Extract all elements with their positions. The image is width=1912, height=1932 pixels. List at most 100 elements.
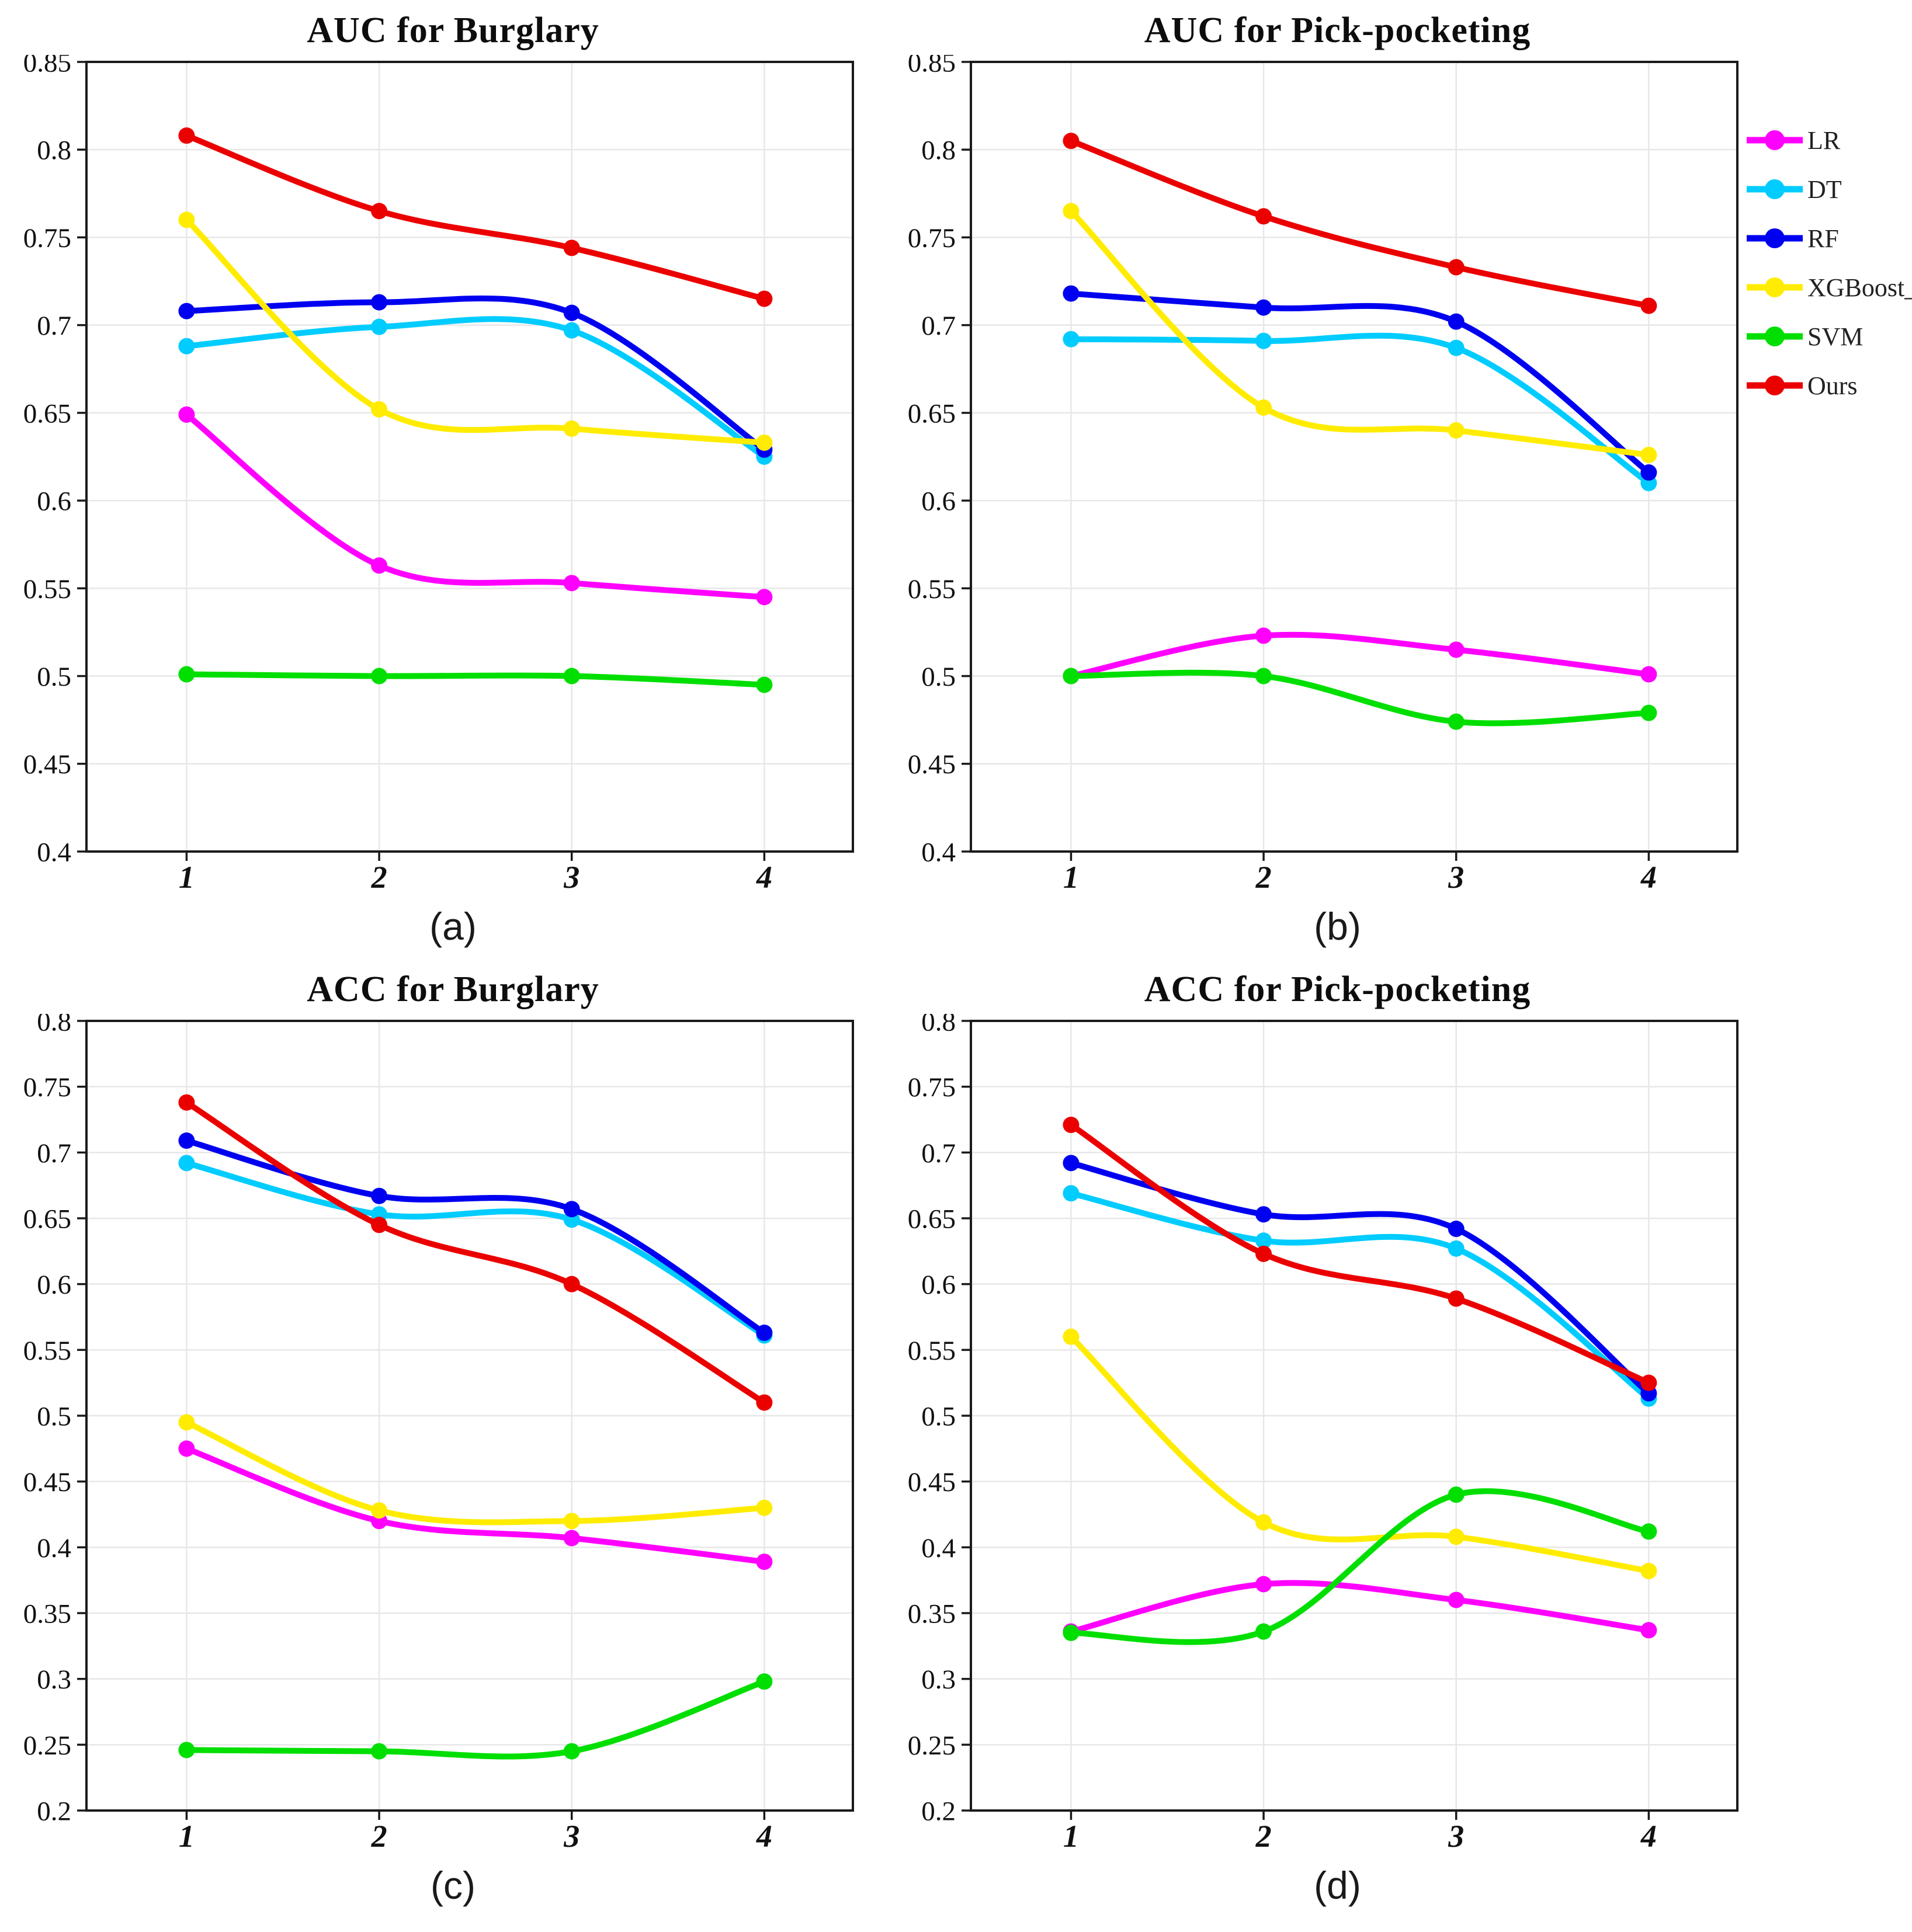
grid-lines bbox=[86, 62, 853, 852]
y-tick-label: 0.55 bbox=[23, 574, 71, 604]
chart-plot-auc-pickpocketing: 0.4 0.45 0.5 0.55 0.6 0.65 0.7 0.75 0.8 0.85 1 2 3 4 bbox=[908, 55, 1739, 895]
data-point-marker bbox=[1640, 446, 1657, 463]
series-line bbox=[183, 295, 768, 453]
series-lr bbox=[178, 1440, 773, 1570]
series-ours bbox=[1063, 133, 1657, 314]
data-point-marker bbox=[1448, 1528, 1465, 1545]
data-point-marker bbox=[1255, 208, 1272, 225]
y-tick-label: 0.8 bbox=[37, 135, 71, 166]
y-tick-label: 0.7 bbox=[921, 311, 956, 341]
y-tick-label: 0.8 bbox=[921, 1014, 956, 1037]
data-point-marker bbox=[1448, 713, 1465, 730]
chart-panel-auc-burglary: AUC for Burglary 0.4 0.45 0.5 0.55 0.6 0.65 0.… bbox=[16, 6, 890, 948]
legend-line-marker-icon bbox=[1747, 326, 1803, 346]
data-point-marker bbox=[178, 1155, 195, 1172]
data-point-marker bbox=[178, 303, 195, 319]
y-tick-label: 0.5 bbox=[37, 1401, 71, 1431]
y-tick-label: 0.45 bbox=[908, 1467, 956, 1497]
data-point-marker bbox=[563, 575, 580, 592]
legend-label: SVM bbox=[1807, 322, 1864, 351]
axis-tick-labels: 0.2 0.25 0.3 0.35 0.4 0.45 0.5 0.55 0.6 0.65 0.7 0.… bbox=[23, 1014, 772, 1854]
data-point-marker bbox=[1063, 1328, 1080, 1345]
series-svm bbox=[178, 1673, 773, 1760]
y-tick-label: 0.75 bbox=[23, 1072, 71, 1103]
y-tick-label: 0.4 bbox=[921, 837, 956, 867]
y-tick-label: 0.5 bbox=[921, 662, 956, 692]
chart-plot-acc-pickpocketing: 0.2 0.25 0.3 0.35 0.4 0.45 0.5 0.55 0.6 0.65 0.7 0.… bbox=[908, 1014, 1739, 1854]
x-tick-label: 4 bbox=[1640, 1819, 1657, 1854]
data-point-marker bbox=[1448, 1486, 1465, 1503]
series-rf bbox=[178, 294, 773, 458]
series-line bbox=[183, 1160, 768, 1339]
series-lr bbox=[1063, 1576, 1657, 1640]
legend-label: XGBoost_ bbox=[1807, 273, 1912, 302]
x-tick-label: 2 bbox=[1255, 1819, 1272, 1854]
y-tick-label: 0.65 bbox=[23, 398, 71, 429]
y-tick-label: 0.35 bbox=[23, 1599, 71, 1629]
data-point-marker bbox=[371, 294, 388, 311]
y-tick-label: 0.5 bbox=[37, 662, 71, 692]
series-line bbox=[183, 1419, 768, 1526]
y-tick-label: 0.45 bbox=[908, 749, 956, 780]
data-point-marker bbox=[1448, 1240, 1465, 1257]
chart-plot-auc-burglary: 0.4 0.45 0.5 0.55 0.6 0.65 0.7 0.75 0.8 0.85 1 2 3 4 bbox=[23, 55, 854, 895]
series-rf bbox=[1063, 285, 1657, 481]
legend-label: RF bbox=[1807, 224, 1839, 253]
legend-line-marker-icon bbox=[1747, 376, 1803, 395]
data-point-marker bbox=[371, 1217, 388, 1233]
axis-ticks bbox=[962, 1020, 1650, 1820]
y-tick-label: 0.55 bbox=[23, 1336, 71, 1366]
series-line bbox=[1068, 138, 1652, 309]
data-point-marker bbox=[1255, 1623, 1272, 1640]
y-tick-label: 0.4 bbox=[921, 1533, 956, 1563]
series-ours bbox=[178, 127, 773, 307]
x-tick-label: 4 bbox=[756, 1819, 772, 1854]
x-tick-label: 4 bbox=[756, 860, 772, 895]
chart-caption: (d) bbox=[1314, 1864, 1361, 1907]
series-line bbox=[1068, 631, 1652, 679]
x-tick-label: 2 bbox=[371, 860, 387, 895]
series-line bbox=[183, 217, 768, 446]
series-line bbox=[1068, 1488, 1652, 1645]
data-point-marker bbox=[1063, 1155, 1080, 1172]
grid-lines bbox=[971, 1021, 1737, 1811]
data-point-marker bbox=[371, 401, 388, 418]
series-line bbox=[1068, 1580, 1652, 1635]
data-point-marker bbox=[1063, 285, 1080, 302]
series-ours bbox=[1063, 1117, 1657, 1391]
y-tick-label: 0.5 bbox=[921, 1401, 956, 1431]
y-tick-label: 0.65 bbox=[23, 1204, 71, 1234]
x-tick-label: 2 bbox=[1255, 860, 1272, 895]
series-line bbox=[183, 1679, 768, 1760]
series-svm bbox=[1063, 1486, 1657, 1645]
data-point-marker bbox=[1255, 627, 1272, 644]
data-point-marker bbox=[756, 676, 773, 693]
data-point-marker bbox=[178, 1742, 195, 1759]
y-tick-label: 0.7 bbox=[921, 1138, 956, 1169]
data-point-marker bbox=[371, 1187, 388, 1204]
y-tick-label: 0.3 bbox=[37, 1665, 71, 1695]
data-point-marker bbox=[1255, 1206, 1272, 1223]
data-point-marker bbox=[1063, 203, 1080, 220]
x-tick-label: 2 bbox=[371, 1819, 387, 1854]
y-tick-label: 0.25 bbox=[23, 1731, 71, 1761]
data-point-marker bbox=[371, 203, 388, 220]
chart-caption: (a) bbox=[429, 905, 477, 948]
series-svm bbox=[178, 666, 773, 693]
data-point-marker bbox=[563, 322, 580, 339]
data-point-marker bbox=[563, 239, 580, 256]
series-line bbox=[183, 1445, 768, 1565]
data-point-marker bbox=[756, 1325, 773, 1342]
chart-title: AUC for Pick-pocketing bbox=[1144, 11, 1531, 50]
series-lr bbox=[178, 406, 773, 606]
y-tick-label: 0.6 bbox=[37, 1270, 71, 1300]
data-point-marker bbox=[756, 1673, 773, 1690]
x-tick-label: 3 bbox=[563, 1819, 580, 1854]
data-point-marker bbox=[1255, 399, 1272, 416]
data-point-marker bbox=[1063, 1185, 1080, 1202]
legend-line-marker-icon bbox=[1747, 228, 1803, 248]
data-point-marker bbox=[1448, 1290, 1465, 1307]
chart-caption: (c) bbox=[431, 1864, 476, 1907]
axes-frame bbox=[85, 61, 854, 853]
data-point-marker bbox=[1640, 704, 1657, 721]
